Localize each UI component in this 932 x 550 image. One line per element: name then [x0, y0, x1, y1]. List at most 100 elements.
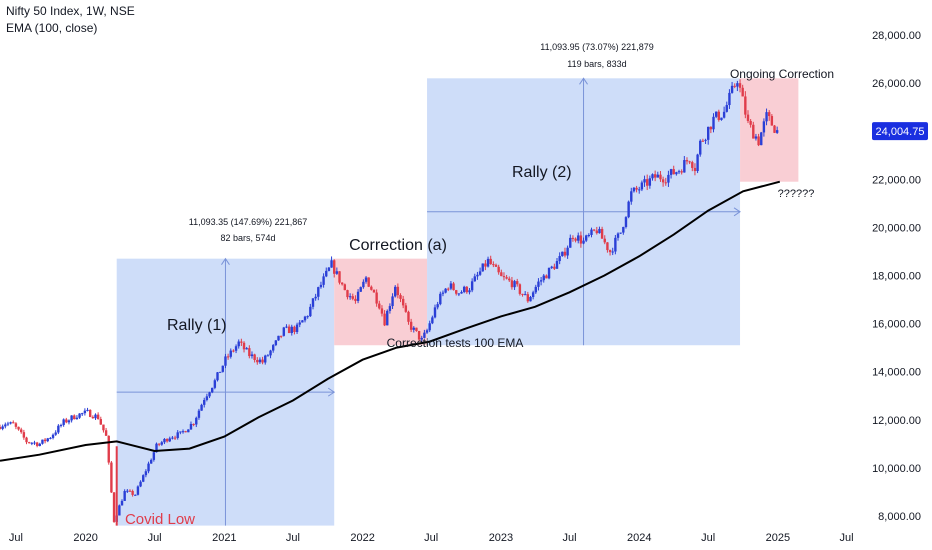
candle-body	[508, 278, 511, 281]
candle-body	[425, 330, 429, 333]
candle-body	[630, 191, 633, 202]
candle-body	[444, 288, 447, 293]
candle-body	[640, 182, 644, 190]
candle-body	[677, 171, 681, 173]
x-tick-label: Jul	[424, 532, 438, 544]
candle-body	[407, 311, 410, 322]
measure-arrow-right-3	[733, 207, 741, 217]
x-tick-label: Jul	[562, 532, 576, 544]
y-tick-label: 16,000.00	[872, 319, 921, 331]
candle-body	[455, 290, 458, 294]
candle-body	[645, 179, 649, 186]
candle-body	[43, 439, 47, 442]
candle-body	[415, 327, 418, 331]
candle-body	[656, 174, 660, 178]
candle-body	[765, 112, 768, 122]
candle-body	[78, 413, 81, 418]
candle-body	[749, 120, 752, 125]
candle-body	[632, 187, 636, 192]
candle-body	[704, 139, 707, 141]
candle-body	[17, 426, 20, 430]
candle-body	[553, 266, 556, 269]
candle-body	[669, 169, 673, 175]
candle-body	[22, 432, 26, 438]
candle-body	[494, 264, 498, 267]
candle-body	[367, 277, 370, 287]
candle-body	[664, 182, 667, 184]
candle-body	[277, 335, 280, 341]
x-tick-label: Jul	[9, 532, 23, 544]
y-tick-label: 14,000.00	[872, 367, 921, 379]
rally-2-stats: 11,093.95 (73.07%) 221,879	[540, 42, 653, 52]
candle-body	[577, 235, 580, 241]
candle-body	[752, 124, 755, 139]
ema-legend: EMA (100, close)	[6, 21, 98, 35]
candle-body	[738, 83, 742, 88]
candle-body	[49, 437, 52, 439]
candle-body	[611, 251, 614, 253]
candle-body	[685, 160, 689, 162]
candle-body	[203, 399, 206, 405]
candle-body	[226, 356, 230, 358]
candle-body	[452, 283, 455, 291]
candle-body	[502, 276, 506, 278]
candle-body	[516, 281, 519, 285]
candle-body	[391, 296, 394, 307]
x-tick-label: Jul	[286, 532, 300, 544]
candle-body	[534, 286, 537, 293]
candle-body	[279, 335, 283, 337]
candle-body	[476, 274, 479, 277]
candle-body	[83, 410, 87, 414]
candle-body	[380, 308, 384, 314]
candle-body	[205, 396, 209, 400]
candle-body	[603, 238, 606, 243]
candle-body	[269, 350, 272, 356]
candle-body	[627, 201, 630, 218]
candle-body	[555, 261, 559, 269]
candle-body	[218, 371, 222, 373]
last-price-badge	[872, 122, 928, 141]
candle-body	[773, 125, 776, 133]
candle-body	[287, 326, 291, 334]
candle-body	[33, 442, 36, 444]
candle-body	[720, 117, 723, 120]
candle-body	[412, 327, 415, 330]
candle-body	[423, 332, 426, 338]
candle-body	[717, 111, 721, 120]
candle-body	[768, 112, 771, 117]
candle-body	[195, 417, 198, 425]
candle-body	[340, 282, 344, 285]
candle-body	[545, 275, 548, 279]
candle-body	[638, 189, 641, 191]
candle-body	[436, 304, 439, 308]
y-tick-label: 28,000.00	[872, 30, 921, 42]
x-tick-label: 2023	[489, 532, 513, 544]
candle-body	[102, 424, 105, 431]
candle-body	[563, 251, 567, 256]
candle-body	[754, 136, 758, 139]
candle-body	[184, 431, 187, 433]
candle-body	[537, 281, 540, 287]
candle-body	[497, 266, 500, 273]
candle-body	[592, 229, 596, 231]
candle-body	[65, 419, 68, 423]
candle-body	[94, 414, 97, 419]
candle-body	[126, 490, 129, 492]
candle-body	[173, 437, 177, 439]
candle-body	[46, 438, 49, 442]
candle-body	[144, 471, 148, 476]
candle-body	[582, 240, 585, 244]
covid-low-label: Covid Low	[125, 511, 195, 528]
candle-body	[110, 462, 113, 493]
candle-body	[266, 355, 270, 357]
candle-body	[693, 167, 697, 172]
candle-body	[770, 116, 774, 126]
candle-body	[128, 490, 132, 492]
candle-body	[579, 235, 583, 244]
candle-body	[165, 438, 169, 442]
candle-body	[362, 281, 365, 288]
candle-body	[27, 442, 31, 444]
candle-body	[311, 298, 315, 307]
candle-body	[433, 307, 437, 318]
